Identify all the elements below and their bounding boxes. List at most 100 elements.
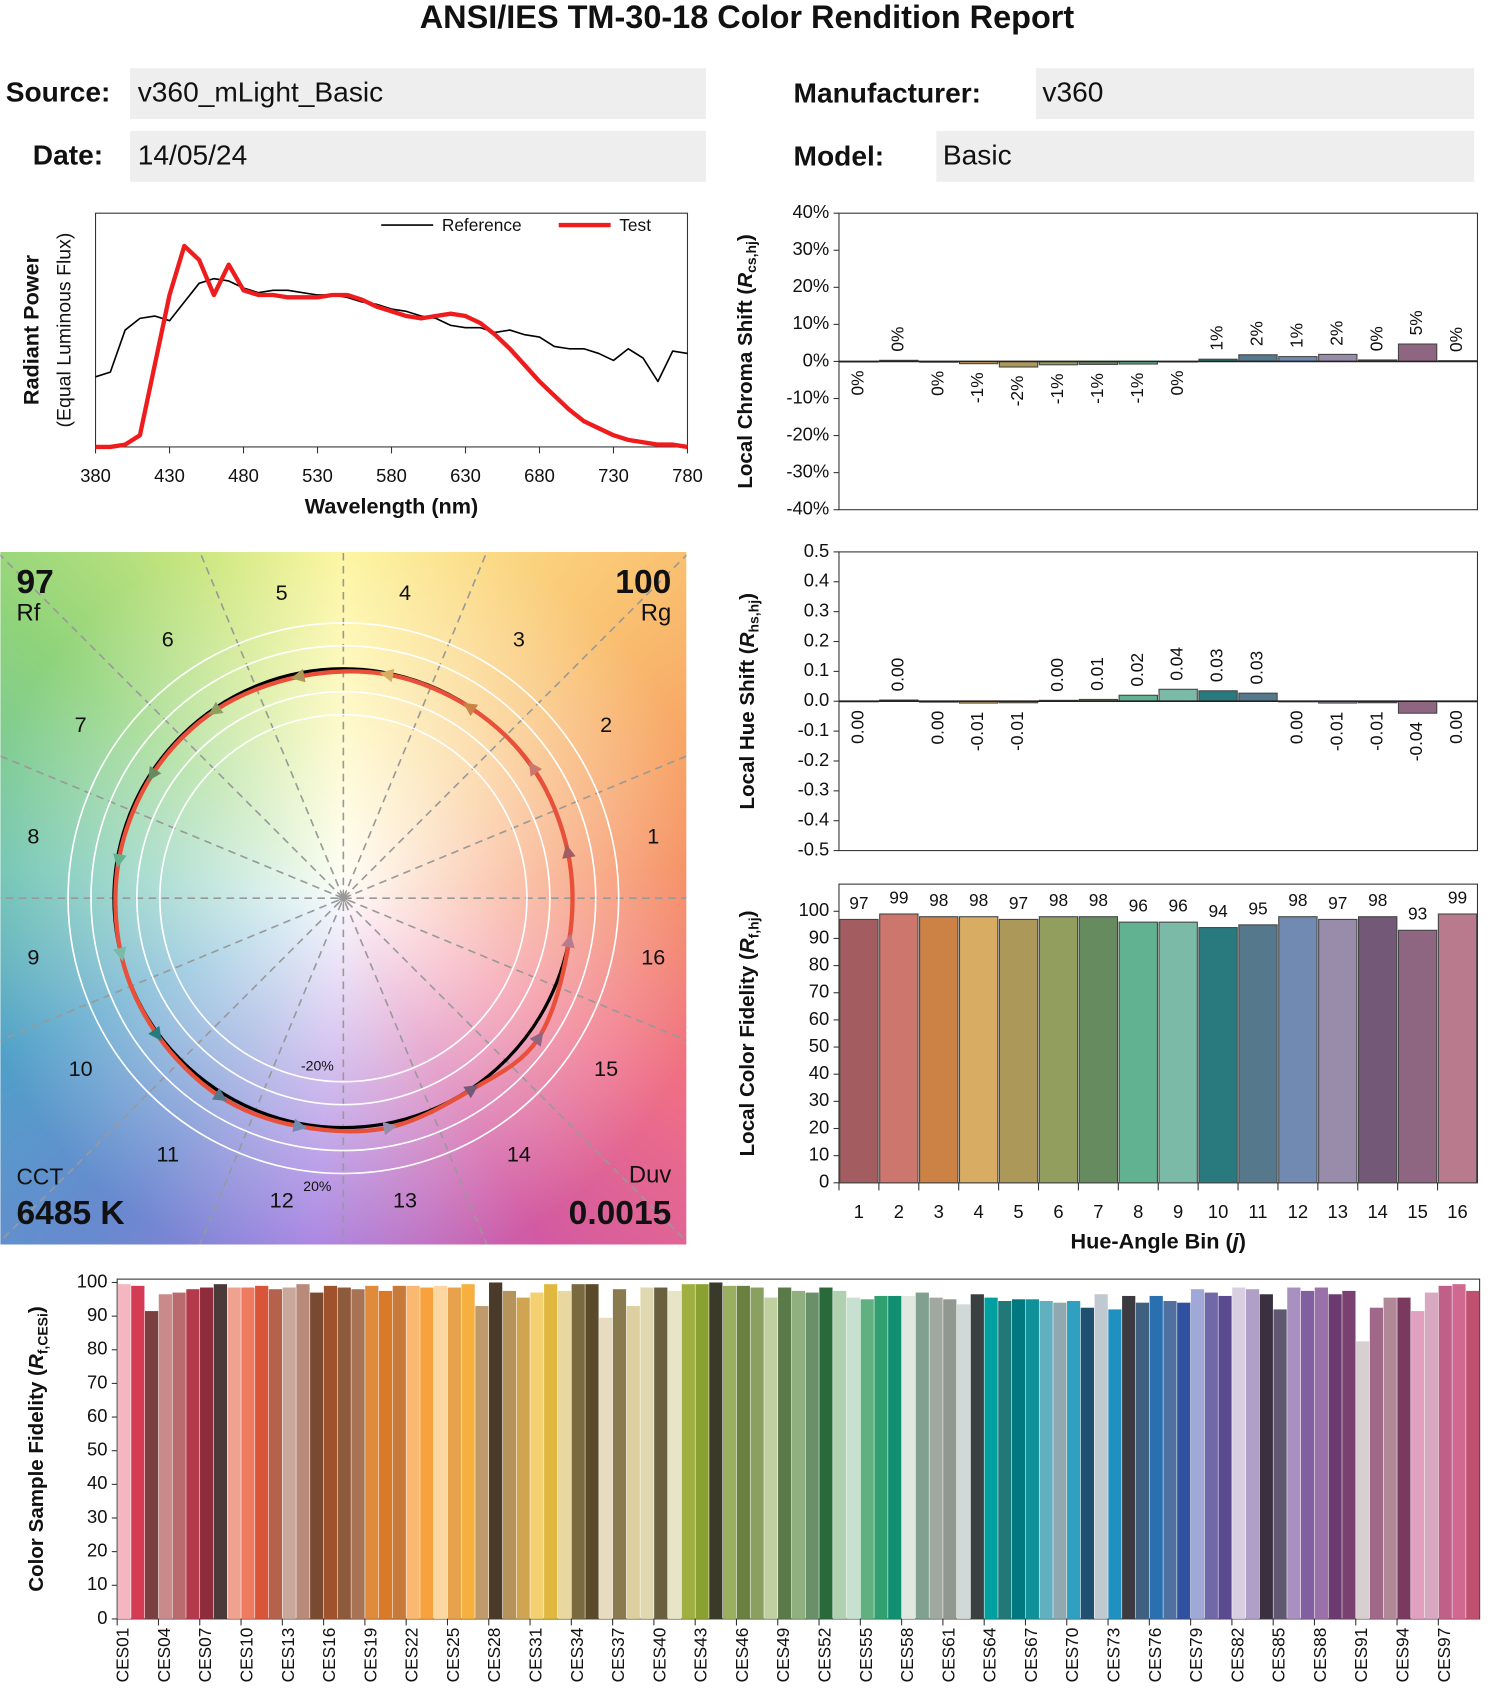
data-label: 0.00 — [1446, 710, 1466, 744]
data-label: 0% — [848, 370, 868, 395]
data-label: 0.00 — [887, 658, 907, 692]
bin-number: 14 — [507, 1141, 531, 1166]
data-label: 98 — [1049, 890, 1068, 910]
bar — [310, 1292, 324, 1619]
rf-label: Rf — [17, 600, 41, 627]
x-axis-title: Hue-Angle Bin (j) — [1071, 1228, 1246, 1253]
bar — [1198, 690, 1238, 702]
y-tick-label: -0.4 — [798, 809, 830, 830]
x-tick-label: 15 — [1407, 1201, 1427, 1222]
cct-value: 6485 K — [17, 1195, 125, 1232]
data-label: 2% — [1326, 321, 1346, 346]
bar — [557, 1290, 572, 1619]
bar — [1025, 1299, 1039, 1619]
center-star — [342, 891, 350, 899]
x-tick-label: 16 — [1447, 1201, 1467, 1222]
bar — [544, 1284, 558, 1619]
bar — [958, 916, 999, 1184]
bar — [365, 1285, 379, 1619]
field-label: Manufacturer: — [794, 78, 982, 109]
bar — [1259, 1294, 1273, 1619]
bar — [1397, 929, 1438, 1184]
bar — [1383, 1297, 1397, 1619]
bar — [599, 1317, 613, 1619]
data-label: 98 — [1089, 890, 1108, 910]
field-box — [936, 130, 1475, 182]
ring — [159, 713, 528, 1083]
ring — [67, 622, 620, 1175]
bar — [378, 1290, 393, 1619]
x-tick-label: 680 — [524, 465, 555, 486]
center-star — [339, 889, 344, 899]
data-label: 5% — [1406, 310, 1426, 335]
bar — [323, 1285, 338, 1619]
bar — [1158, 921, 1198, 1184]
x-tick-label: CES70 — [1062, 1628, 1082, 1683]
data-label: -2% — [1007, 376, 1027, 407]
bar — [695, 1284, 709, 1619]
y-tick-label: 0.4 — [804, 570, 830, 591]
bar — [516, 1297, 530, 1619]
bar — [1232, 1287, 1246, 1619]
bin-number: 12 — [270, 1188, 294, 1213]
y-tick-label: 80 — [87, 1338, 107, 1359]
bar — [186, 1289, 200, 1619]
x-tick-label: CES43 — [691, 1628, 711, 1683]
data-label: -1% — [1087, 373, 1107, 404]
label-part: Local Color Fidelity ( — [737, 953, 760, 1156]
y-tick-label: -0.1 — [798, 719, 830, 740]
y-tick-label: -20% — [786, 423, 829, 444]
x-tick-label: CES40 — [649, 1628, 669, 1683]
report-title: ANSI/IES TM-30-18 Color Rendition Report — [420, 0, 1075, 35]
bar — [475, 1306, 489, 1619]
y-tick-label: 60 — [809, 1008, 829, 1029]
data-label: 98 — [969, 890, 988, 910]
bar — [1078, 916, 1119, 1184]
data-label: 96 — [1169, 896, 1188, 916]
bar — [833, 1290, 847, 1619]
bar — [612, 1289, 627, 1619]
shift-arrow — [463, 702, 479, 717]
bar — [805, 1292, 819, 1619]
bar — [1198, 927, 1238, 1184]
shift-arrow — [208, 701, 224, 715]
y-tick-label: -0.5 — [798, 838, 830, 859]
bar — [1118, 694, 1158, 702]
bar — [791, 1290, 806, 1619]
x-tick-label: 430 — [154, 465, 185, 486]
label-part: Color Sample Fidelity ( — [26, 1369, 49, 1592]
x-tick-label: CES34 — [567, 1627, 587, 1682]
x-tick-label: CES58 — [897, 1628, 917, 1683]
bar — [1053, 1302, 1067, 1619]
bar — [1067, 1300, 1081, 1619]
bar — [268, 1289, 283, 1619]
x-tick-label: 2 — [894, 1201, 904, 1222]
bin-number: 1 — [647, 824, 659, 849]
bar — [915, 1292, 929, 1619]
shift-arrow — [379, 668, 395, 683]
y-tick-label: 30% — [792, 238, 829, 259]
y-tick-label: 0.3 — [804, 599, 830, 620]
bar — [433, 1285, 448, 1619]
data-label: 0.00 — [927, 711, 947, 745]
x-tick-label: CES19 — [360, 1628, 380, 1683]
bar — [1278, 916, 1318, 1184]
bar — [502, 1290, 517, 1619]
center-star — [336, 897, 344, 905]
x-tick-label: 3 — [934, 1201, 944, 1222]
x-tick-label: CES16 — [319, 1628, 339, 1683]
data-label: -0.01 — [1366, 711, 1386, 750]
bar — [970, 1294, 984, 1619]
y-axis-title: Local Hue Shift (Rhs,hj) — [737, 593, 761, 809]
x-tick-label: CES10 — [236, 1628, 256, 1683]
data-label: 98 — [1288, 890, 1307, 910]
data-label: 93 — [1408, 904, 1427, 924]
label-part: f — [34, 600, 41, 627]
center-star — [339, 897, 344, 907]
x-tick-label: 7 — [1093, 1201, 1103, 1222]
bar — [213, 1284, 228, 1619]
x-tick-label: CES55 — [856, 1628, 876, 1683]
shift-arrow — [529, 1031, 544, 1047]
field-value: 14/05/24 — [138, 139, 247, 170]
